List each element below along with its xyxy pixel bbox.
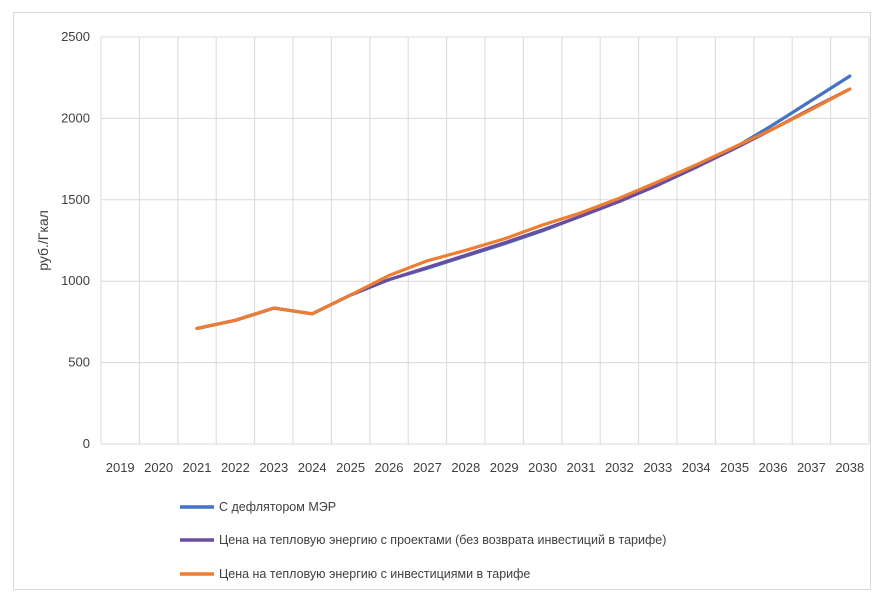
- x-tick-label: 2038: [835, 460, 864, 475]
- y-tick-label: 1500: [61, 192, 90, 207]
- x-tick-label: 2035: [720, 460, 749, 475]
- x-tick-label: 2029: [490, 460, 519, 475]
- y-tick-label: 1000: [61, 273, 90, 288]
- series-line-3: [195, 87, 852, 330]
- x-tick-label: 2028: [451, 460, 480, 475]
- x-tick-label: 2032: [605, 460, 634, 475]
- gridlines: [100, 36, 870, 445]
- x-tick-label: 2021: [183, 460, 212, 475]
- x-tick-label: 2020: [144, 460, 173, 475]
- legend-label-2: Цена на тепловую энергию с проектами (бе…: [219, 533, 666, 547]
- x-tick-label: 2034: [682, 460, 711, 475]
- x-tick-label: 2025: [336, 460, 365, 475]
- x-tick-label: 2037: [797, 460, 826, 475]
- series-lines: [195, 74, 852, 330]
- x-tick-label: 2033: [643, 460, 672, 475]
- x-tick-label: 2030: [528, 460, 557, 475]
- y-axis-ticks: 0 500 1000 1500 2000 2500: [61, 29, 90, 451]
- x-tick-label: 2019: [106, 460, 135, 475]
- y-axis-label: руб./Гкал: [35, 210, 51, 271]
- x-tick-label: 2024: [298, 460, 327, 475]
- x-tick-label: 2022: [221, 460, 250, 475]
- legend-label-1: С дефлятором МЭР: [219, 500, 336, 514]
- chart-frame: 0 500 1000 1500 2000 2500 2019 2020 2021 2022 202…: [13, 12, 871, 590]
- y-tick-label: 0: [83, 436, 90, 451]
- legend: С дефлятором МЭР Цена на тепловую энергию…: [180, 500, 666, 581]
- line-chart: 0 500 1000 1500 2000 2500 2019 2020 2021 2022 202…: [35, 29, 870, 581]
- x-tick-label: 2026: [375, 460, 404, 475]
- legend-label-3: Цена на тепловую энергию с инвестициями …: [219, 567, 530, 581]
- y-tick-label: 500: [68, 355, 90, 370]
- x-tick-label: 2031: [567, 460, 596, 475]
- x-tick-label: 2027: [413, 460, 442, 475]
- x-axis-ticks: 2019 2020 2021 2022 2023 2024 2025 2026 2027 2028…: [106, 460, 865, 475]
- y-tick-label: 2000: [61, 110, 90, 125]
- x-tick-label: 2023: [259, 460, 288, 475]
- x-tick-label: 2036: [759, 460, 788, 475]
- y-tick-label: 2500: [61, 29, 90, 44]
